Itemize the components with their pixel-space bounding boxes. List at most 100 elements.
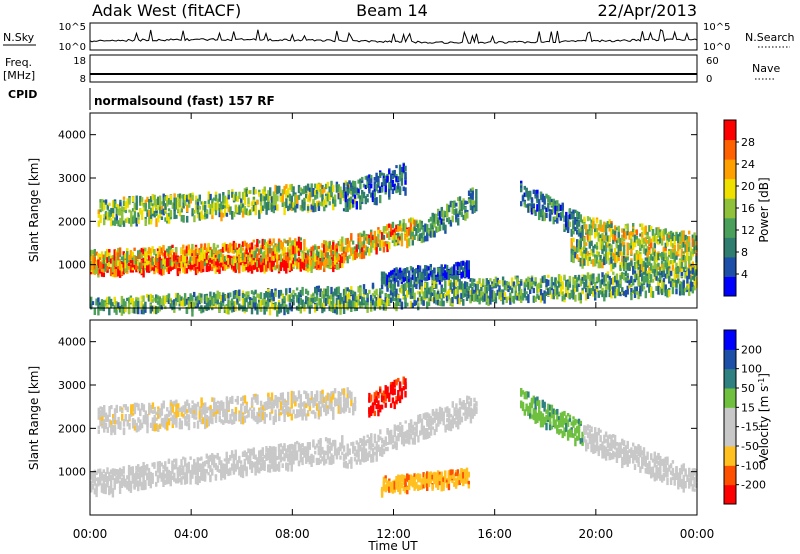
power-cell [420,233,424,239]
power-cell [225,197,229,203]
power-cell [155,198,158,207]
power-cell [389,224,393,228]
power-cell [395,235,398,240]
power-cell [265,243,268,249]
power-cell [677,267,680,273]
power-cell [357,252,360,257]
power-cell [183,265,187,274]
power-cell [200,247,203,256]
power-cell [149,262,153,271]
power-cell [323,253,326,257]
power-cell [437,209,440,213]
power-cell [288,237,292,244]
power-cell [384,178,387,187]
power-cell [457,213,460,218]
power-cell [411,231,415,237]
power-cell [211,263,214,272]
power-cell [214,267,218,274]
power-cell [361,246,364,254]
power-cell [393,236,396,244]
power-cell [276,195,279,202]
power-cell [337,253,340,257]
power-cell [688,230,691,235]
power-cell [464,212,467,221]
power-cell [135,217,138,227]
power-cell [561,202,564,208]
power-cell [182,262,185,270]
power-cell [321,255,324,262]
power-cell [330,249,333,256]
power-cell [144,251,147,258]
power-cell [173,255,176,262]
power-cell [153,210,156,218]
power-cell [220,249,223,253]
power-cell [398,225,402,232]
power-cell [270,196,274,203]
power-cell [185,268,189,274]
power-cell [254,201,257,206]
power-cell [149,215,153,222]
power-cell [346,199,349,208]
power-cell [252,202,256,212]
power-cell [247,244,250,250]
power-cell [397,189,400,193]
power-cell [137,216,140,220]
power-cell [99,209,102,213]
power-cell [342,254,346,264]
power-cell [164,305,167,310]
power-cell [418,219,422,223]
power-cell [344,255,348,261]
power-cell [178,257,181,263]
power-cell [97,253,100,261]
power-cell [232,266,236,271]
cpid-label: CPID [8,88,37,101]
power-cell [633,270,637,274]
power-cell [229,292,232,298]
power-cell [404,165,407,172]
power-cell [438,219,442,224]
power-cell [368,234,371,239]
power-cell [380,182,384,186]
power-cell [469,198,473,208]
power-cell [418,237,422,241]
station-title: Adak West (fitACF) [92,1,241,20]
power-cell [103,217,106,226]
freq-label: Freq. [5,56,32,69]
power-cell [626,256,629,261]
power-cell [411,227,415,233]
power-cell [337,192,340,199]
power-cell [167,258,171,262]
power-cell [167,246,171,254]
power-cell [332,199,335,204]
power-cell [162,197,165,203]
power-cell [346,204,349,212]
power-cell [326,252,330,259]
power-cell [198,266,201,272]
power-cell [312,204,315,213]
power-cell [115,203,119,208]
power-cell [156,262,160,269]
power-cell [100,251,104,260]
power-cell [409,278,413,288]
power-cell [467,270,471,279]
power-cell [400,278,404,283]
power-cell [110,207,113,215]
power-cell [133,247,136,251]
power-cell [308,264,312,271]
power-cell [418,233,422,240]
power-cell [164,203,167,210]
power-cell [451,202,454,209]
power-cell [185,256,189,264]
velocity-cell [122,466,125,474]
power-cell [137,265,140,269]
power-cell [350,196,353,203]
power-cell [346,244,349,251]
power-cell [158,251,162,257]
power-cell [595,219,599,224]
power-cell [212,259,216,267]
power-cell [433,223,436,228]
power-cell [388,169,391,175]
power-cell [175,214,178,219]
power-cell [238,256,241,263]
